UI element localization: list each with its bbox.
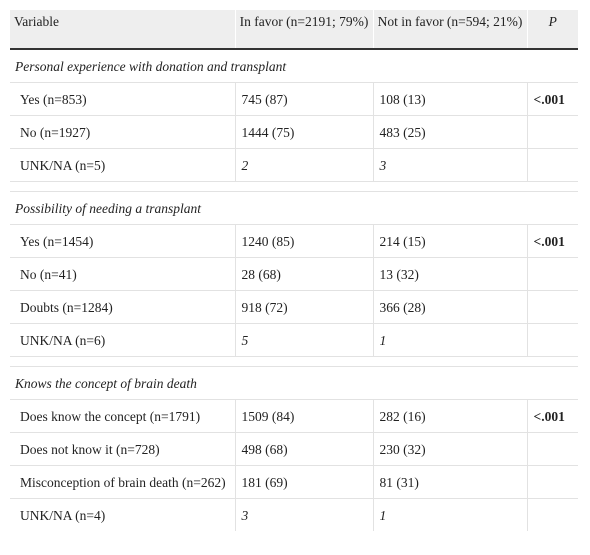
data-row: Doubts (n=1284) 918 (72) 366 (28) [10, 290, 578, 324]
section-title: Knows the concept of brain death [10, 366, 578, 400]
data-row: Does know the concept (n=1791) 1509 (84) 2… [10, 399, 578, 433]
cell: Yes (n=853) [10, 82, 235, 116]
header-cell: P [526, 10, 578, 50]
empty-cell [526, 290, 578, 324]
cell: 282 (16) [372, 399, 527, 433]
data-table: Variable In favor (n=2191; 79%) Not in f… [10, 10, 578, 531]
cell: Does know the concept (n=1791) [10, 399, 235, 433]
empty-cell [526, 498, 578, 531]
data-row: UNK/NA (n=5) 2 3 [10, 148, 578, 182]
cell: 13 (32) [372, 257, 527, 291]
cell: 1444 (75) [234, 115, 373, 149]
cell: 745 (87) [234, 82, 373, 116]
cell: Doubts (n=1284) [10, 290, 235, 324]
cell: 230 (32) [372, 432, 527, 466]
cell: No (n=41) [10, 257, 235, 291]
cell: UNK/NA (n=6) [10, 323, 235, 357]
section-row: Personal experience with donation and tr… [10, 48, 578, 83]
cell: 3 [234, 498, 373, 531]
data-row: No (n=41) 28 (68) 13 (32) [10, 257, 578, 291]
cell: 1240 (85) [234, 224, 373, 258]
cell: 1509 (84) [234, 399, 373, 433]
cell: Does not know it (n=728) [10, 432, 235, 466]
empty-cell [526, 257, 578, 291]
data-row: UNK/NA (n=6) 5 1 [10, 323, 578, 357]
header-cell: Variable [10, 10, 235, 50]
cell: 918 (72) [234, 290, 373, 324]
cell: 1 [372, 498, 527, 531]
empty-cell [526, 115, 578, 149]
cell: No (n=1927) [10, 115, 235, 149]
cell: Misconception of brain death (n=262) [10, 465, 235, 499]
cell: 5 [234, 323, 373, 357]
header-cell: In favor (n=2191; 79%) [234, 10, 373, 50]
section-title: Personal experience with donation and tr… [10, 48, 578, 83]
cell: UNK/NA (n=5) [10, 148, 235, 182]
cell: 28 (68) [234, 257, 373, 291]
spacer-cell [10, 181, 578, 192]
spacer-row [10, 356, 578, 367]
section-row: Possibility of needing a transplant [10, 191, 578, 225]
section-row: Knows the concept of brain death [10, 366, 578, 400]
data-row: Misconception of brain death (n=262) 181 … [10, 465, 578, 499]
empty-cell [526, 465, 578, 499]
cell: 2 [234, 148, 373, 182]
cell: 81 (31) [372, 465, 527, 499]
cell: <.001 [526, 399, 578, 433]
cell: 498 (68) [234, 432, 373, 466]
cell: Yes (n=1454) [10, 224, 235, 258]
cell: 1 [372, 323, 527, 357]
spacer-cell [10, 356, 578, 367]
cell: 483 (25) [372, 115, 527, 149]
data-row: UNK/NA (n=4) 3 1 [10, 498, 578, 531]
data-row: Yes (n=1454) 1240 (85) 214 (15) <.001 [10, 224, 578, 258]
cell: 214 (15) [372, 224, 527, 258]
cell: 366 (28) [372, 290, 527, 324]
cell: 108 (13) [372, 82, 527, 116]
empty-cell [526, 432, 578, 466]
empty-cell [526, 323, 578, 357]
section-title: Possibility of needing a transplant [10, 191, 578, 225]
header-cell: Not in favor (n=594; 21%) [372, 10, 527, 50]
empty-cell [526, 148, 578, 182]
cell: 181 (69) [234, 465, 373, 499]
spacer-row [10, 181, 578, 192]
data-row: No (n=1927) 1444 (75) 483 (25) [10, 115, 578, 149]
cell: <.001 [526, 82, 578, 116]
header-row: Variable In favor (n=2191; 79%) Not in f… [10, 10, 578, 50]
cell: 3 [372, 148, 527, 182]
data-row: Does not know it (n=728) 498 (68) 230 (32) [10, 432, 578, 466]
data-row: Yes (n=853) 745 (87) 108 (13) <.001 [10, 82, 578, 116]
cell: <.001 [526, 224, 578, 258]
cell: UNK/NA (n=4) [10, 498, 235, 531]
